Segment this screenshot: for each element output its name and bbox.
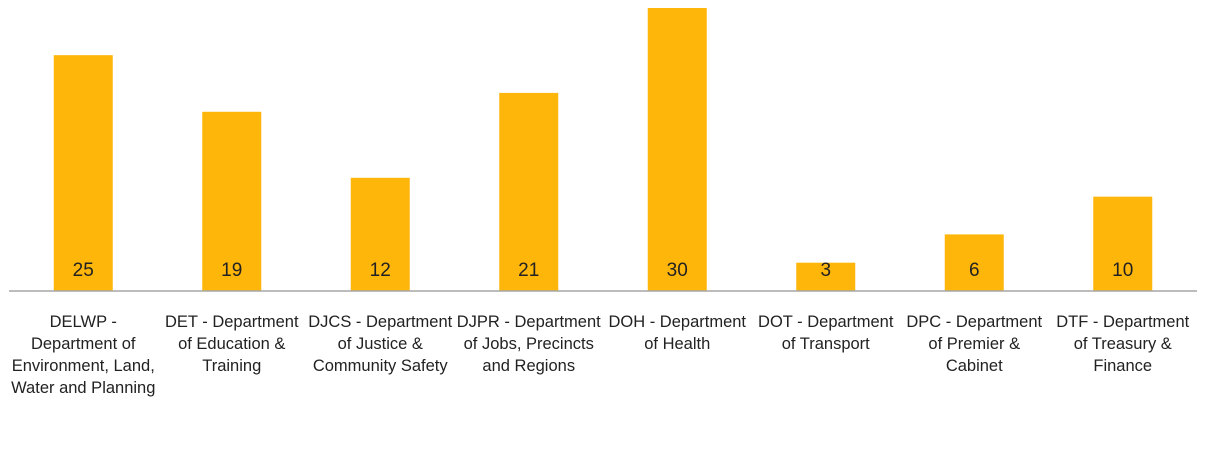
bar — [53, 55, 113, 291]
x-tick-label: DOH - Department of Health — [608, 313, 747, 353]
value-label: 19 — [221, 260, 242, 281]
value-label: 12 — [370, 260, 391, 281]
value-label: 30 — [667, 260, 688, 281]
bar — [1093, 196, 1153, 291]
bar — [350, 177, 410, 291]
value-label: 10 — [1112, 260, 1133, 281]
x-tick-label: DTF - Department of Treasury & Finance — [1056, 313, 1190, 375]
bar — [796, 262, 856, 291]
x-tick-label: DPC - Department of Premier & Cabinet — [906, 313, 1043, 375]
value-label: 3 — [820, 260, 831, 281]
x-tick-label: DELWP - Department of Environment, Land,… — [11, 313, 156, 397]
x-tick-label: DET - Department of Education & Training — [164, 313, 299, 375]
bar — [499, 92, 559, 292]
bar — [944, 234, 1004, 291]
value-label: 6 — [969, 260, 980, 281]
value-label: 25 — [73, 260, 94, 281]
x-tick-label: DJPR - Department of Jobs, Precincts and… — [456, 313, 601, 375]
value-label: 21 — [518, 260, 539, 281]
x-tick-label: DJCS - Department of Justice & Community… — [308, 313, 453, 375]
x-tick-label: DOT - Department of Transport — [758, 313, 894, 353]
bar — [202, 111, 262, 292]
bar — [647, 8, 707, 291]
chart: 25 19 12 21 30 3 6 10 — [9, 8, 1197, 292]
